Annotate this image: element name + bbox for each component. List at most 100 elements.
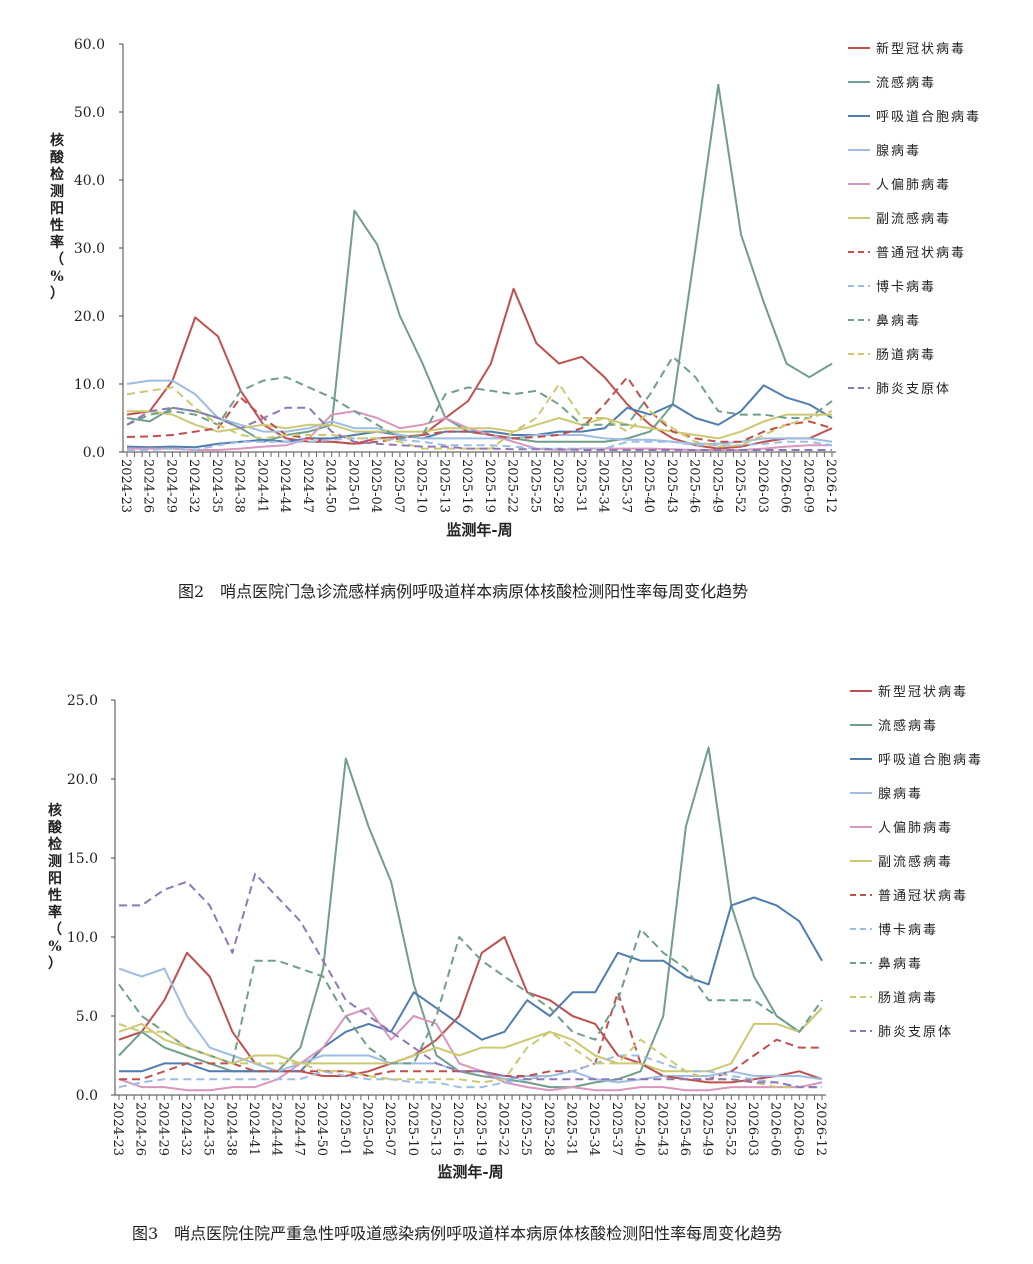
- x-tick-label: 2024-32: [178, 1102, 193, 1156]
- y-tick-label: 5.0: [76, 1009, 98, 1025]
- x-tick-label: 2025-13: [427, 1102, 442, 1156]
- figure-2-caption: 图2 哨点医院门急诊流感样病例呼吸道样本病原体核酸检测阳性率每周变化趋势: [178, 582, 749, 601]
- x-tick-label: 2024-41: [254, 459, 269, 513]
- y-tick-label: 10.0: [67, 930, 98, 946]
- legend-label: 流感病毒: [878, 718, 938, 734]
- legend-label: 肺炎支原体: [878, 1025, 953, 1040]
- y-axis-title-char: ）: [48, 956, 62, 972]
- x-tick-label: 2025-43: [654, 1102, 669, 1156]
- y-axis-title-char: 性: [50, 217, 64, 234]
- x-tick-label: 2024-50: [314, 1102, 329, 1156]
- legend-label: 副流感病毒: [876, 211, 951, 227]
- series-line-3: [126, 379, 833, 445]
- legend-label: 鼻病毒: [878, 956, 923, 972]
- x-tick-label: 2025-22: [496, 1102, 511, 1156]
- x-tick-label: 2025-01: [345, 459, 360, 513]
- y-tick-label: 25.0: [67, 693, 98, 709]
- x-tick-label: 2024-32: [186, 459, 201, 513]
- x-axis-title: 监测年-周: [446, 521, 512, 539]
- legend-label: 呼吸道合胞病毒: [876, 110, 981, 125]
- x-tick-label: 2024-47: [300, 459, 315, 513]
- x-tick-label: 2025-31: [573, 459, 588, 513]
- x-tick-label: 2024-47: [291, 1102, 306, 1156]
- x-tick-label: 2025-40: [632, 1102, 647, 1156]
- x-tick-label: 2026-12: [813, 1102, 828, 1156]
- x-tick-label: 2025-16: [450, 1102, 465, 1156]
- y-axis-title-char: （: [50, 252, 64, 268]
- x-tick-label: 2025-07: [391, 459, 406, 513]
- y-tick-label: 30.0: [74, 241, 105, 257]
- y-tick-label: 40.0: [74, 173, 105, 189]
- x-tick-label: 2025-34: [596, 459, 611, 513]
- x-tick-label: 2025-13: [436, 459, 451, 513]
- series-line-8: [118, 928, 823, 1065]
- series-line-6: [119, 991, 822, 1081]
- x-tick-label: 2025-19: [482, 459, 497, 513]
- x-tick-label: 2026-09: [800, 459, 815, 513]
- x-tick-label: 2025-40: [641, 459, 656, 513]
- y-tick-label: 20.0: [74, 309, 105, 325]
- x-tick-label: 2024-44: [269, 1102, 284, 1156]
- legend-label: 人偏肺病毒: [878, 821, 953, 836]
- x-tick-label: 2024-41: [246, 1102, 261, 1156]
- x-tick-label: 2024-23: [110, 1102, 125, 1156]
- x-tick-label: 2024-35: [209, 459, 224, 513]
- x-tick-label: 2026-12: [823, 459, 838, 513]
- x-tick-label: 2025-04: [368, 459, 383, 513]
- series-line-6: [126, 376, 833, 445]
- legend-label: 博卡病毒: [878, 923, 938, 938]
- series-line-0: [118, 936, 823, 1084]
- y-tick-label: 60.0: [74, 37, 105, 53]
- x-tick-label: 2024-26: [133, 1102, 148, 1156]
- y-tick-label: 50.0: [74, 105, 105, 121]
- x-tick-label: 2025-34: [586, 1102, 601, 1156]
- x-tick-label: 2025-25: [527, 459, 542, 513]
- x-tick-label: 2024-44: [277, 459, 292, 513]
- y-axis-title-char: 检: [48, 836, 62, 853]
- x-axis-title: 监测年-周: [437, 1163, 503, 1181]
- x-tick-label: 2025-10: [405, 1102, 420, 1156]
- y-tick-label: 15.0: [67, 851, 98, 867]
- y-tick-label: 0.0: [76, 1088, 98, 1104]
- legend-label: 普通冠状病毒: [878, 889, 968, 904]
- y-axis-title-char: 酸: [48, 819, 63, 836]
- x-tick-label: 2025-07: [382, 1102, 397, 1156]
- x-tick-label: 2025-46: [687, 459, 702, 513]
- series-line-2: [119, 896, 823, 1073]
- y-tick-label: 10.0: [74, 377, 105, 393]
- series-line-1: [118, 746, 823, 1089]
- legend-label: 肠道病毒: [878, 991, 938, 1006]
- y-axis-title-char: 阳: [50, 201, 64, 217]
- x-tick-label: 2026-03: [745, 1102, 760, 1156]
- y-axis-title-char: 检: [50, 166, 64, 183]
- x-tick-label: 2025-19: [473, 1102, 488, 1156]
- x-tick-label: 2025-46: [677, 1102, 692, 1156]
- x-tick-label: 2026-03: [755, 459, 770, 513]
- series-line-5: [127, 410, 832, 440]
- legend-label: 流感病毒: [876, 75, 936, 91]
- x-tick-label: 2024-50: [323, 459, 338, 513]
- y-axis-title-char: %: [50, 269, 63, 285]
- x-tick-label: 2025-49: [700, 1102, 715, 1156]
- y-axis-title-char: 阳: [48, 871, 62, 887]
- x-tick-label: 2025-25: [518, 1102, 533, 1156]
- y-tick-label: 0.0: [83, 445, 105, 461]
- legend-label: 呼吸道合胞病毒: [878, 753, 983, 768]
- legend-label: 博卡病毒: [876, 280, 936, 295]
- x-tick-label: 2025-04: [359, 1102, 374, 1156]
- y-axis-title-char: 核: [50, 132, 64, 149]
- x-tick-label: 2026-06: [768, 1102, 783, 1156]
- x-tick-label: 2025-01: [337, 1102, 352, 1156]
- y-axis-title-char: 率: [48, 904, 62, 921]
- legend-label: 副流感病毒: [878, 854, 953, 870]
- x-tick-label: 2025-43: [664, 459, 679, 513]
- x-tick-label: 2025-28: [550, 459, 565, 513]
- x-tick-label: 2025-16: [459, 459, 474, 513]
- y-axis-title-char: 酸: [50, 149, 65, 166]
- x-tick-label: 2024-38: [223, 1102, 238, 1156]
- x-tick-label: 2024-23: [118, 459, 133, 513]
- legend-label: 新型冠状病毒: [878, 684, 968, 700]
- series-line-5: [118, 1007, 823, 1073]
